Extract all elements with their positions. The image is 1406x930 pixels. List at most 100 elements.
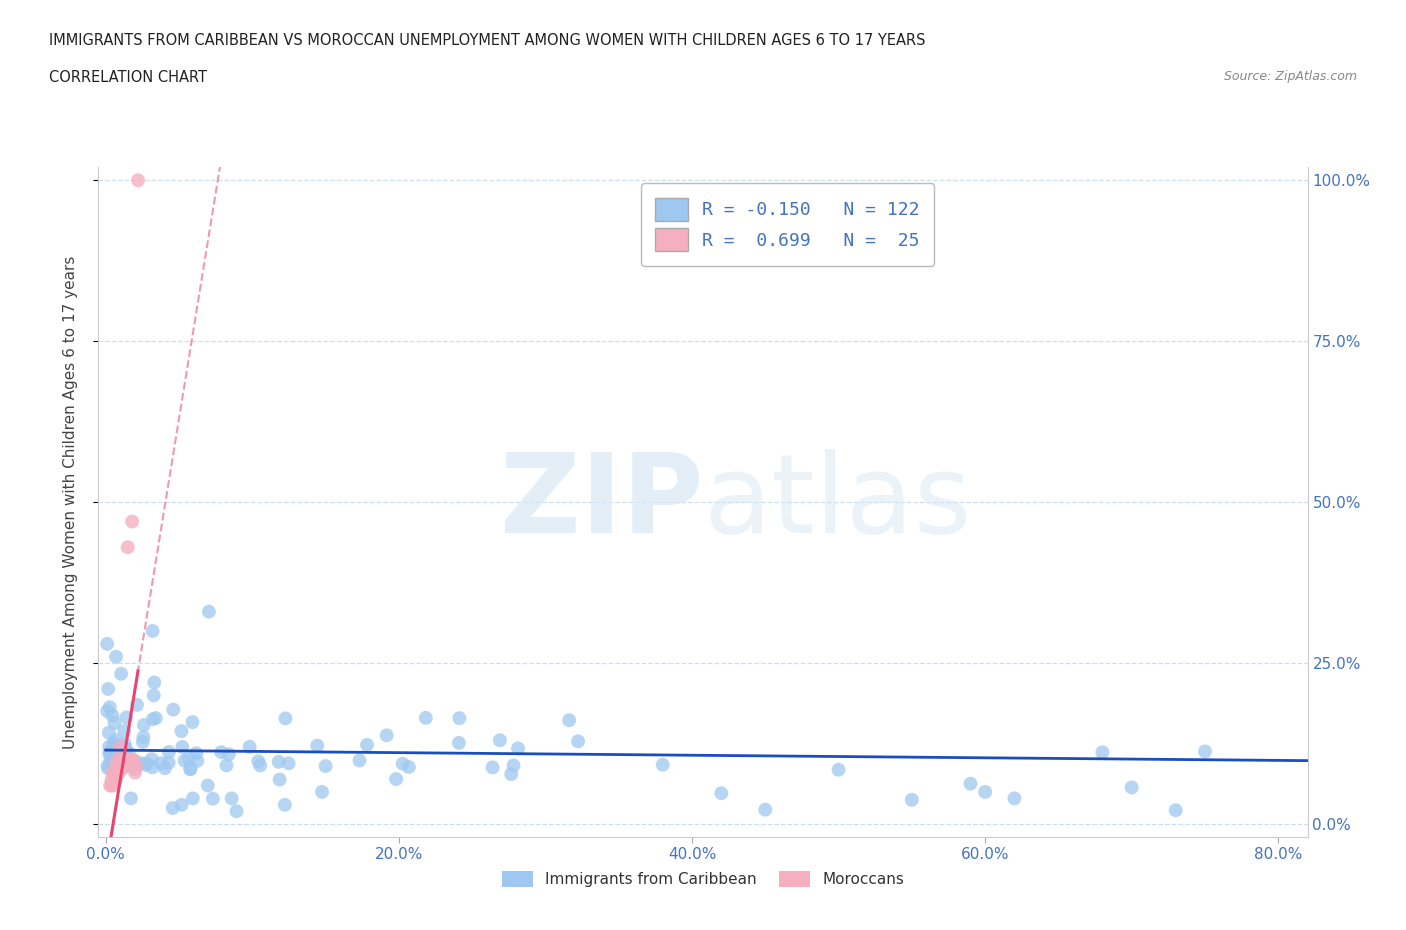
Point	[198, 604, 221, 619]
Point	[107, 765, 129, 780]
Point	[239, 739, 262, 754]
Point	[118, 752, 141, 767]
Point	[100, 753, 122, 768]
Point	[100, 778, 122, 793]
Point	[501, 766, 523, 781]
Point	[959, 777, 981, 791]
Point	[103, 756, 125, 771]
Point	[111, 759, 134, 774]
Point	[143, 675, 166, 690]
Point	[901, 792, 924, 807]
Point	[179, 762, 201, 777]
Y-axis label: Unemployment Among Women with Children Ages 6 to 17 years: Unemployment Among Women with Children A…	[63, 256, 77, 749]
Legend: Immigrants from Caribbean, Moroccans: Immigrants from Caribbean, Moroccans	[496, 865, 910, 893]
Point	[105, 733, 128, 748]
Point	[105, 649, 128, 664]
Point	[356, 737, 378, 752]
Point	[481, 760, 503, 775]
Point	[112, 724, 135, 738]
Point	[115, 752, 138, 767]
Point	[103, 736, 125, 751]
Point	[105, 772, 128, 787]
Point	[153, 761, 176, 776]
Point	[124, 762, 146, 777]
Point	[141, 760, 163, 775]
Point	[186, 753, 208, 768]
Point	[506, 741, 529, 756]
Point	[117, 745, 139, 760]
Point	[274, 711, 297, 725]
Point	[105, 759, 128, 774]
Point	[124, 765, 146, 780]
Point	[105, 759, 128, 774]
Text: CORRELATION CHART: CORRELATION CHART	[49, 70, 207, 85]
Point	[157, 745, 180, 760]
Point	[142, 711, 165, 726]
Point	[974, 785, 997, 800]
Point	[489, 733, 512, 748]
Point	[101, 756, 124, 771]
Point	[120, 790, 142, 805]
Point	[103, 716, 125, 731]
Text: atlas: atlas	[703, 448, 972, 556]
Point	[105, 750, 128, 764]
Point	[105, 757, 128, 772]
Point	[172, 739, 194, 754]
Point	[827, 763, 849, 777]
Point	[108, 765, 131, 780]
Point	[1194, 744, 1216, 759]
Point	[117, 756, 139, 771]
Point	[114, 737, 136, 751]
Point	[558, 712, 581, 727]
Point	[311, 785, 333, 800]
Point	[107, 759, 129, 774]
Point	[115, 710, 138, 724]
Point	[135, 758, 157, 773]
Point	[225, 804, 247, 818]
Point	[103, 772, 125, 787]
Point	[97, 725, 120, 740]
Point	[132, 735, 155, 750]
Point	[122, 752, 145, 767]
Point	[112, 741, 135, 756]
Text: ZIP: ZIP	[499, 448, 703, 556]
Point	[449, 711, 471, 725]
Point	[103, 739, 125, 754]
Point	[100, 746, 122, 761]
Point	[104, 755, 127, 770]
Point	[135, 756, 157, 771]
Point	[181, 714, 204, 729]
Point	[110, 739, 132, 754]
Point	[375, 728, 398, 743]
Point	[125, 759, 148, 774]
Point	[142, 688, 165, 703]
Point	[186, 746, 208, 761]
Point	[150, 756, 173, 771]
Point	[124, 754, 146, 769]
Point	[651, 757, 673, 772]
Point	[181, 790, 204, 805]
Point	[1121, 780, 1143, 795]
Point	[121, 514, 143, 529]
Point	[110, 666, 132, 681]
Point	[98, 747, 121, 762]
Point	[115, 742, 138, 757]
Point	[415, 711, 437, 725]
Point	[105, 746, 128, 761]
Point	[269, 772, 291, 787]
Point	[247, 754, 270, 769]
Point	[112, 746, 135, 761]
Point	[249, 758, 271, 773]
Point	[98, 744, 121, 759]
Point	[96, 704, 118, 719]
Text: IMMIGRANTS FROM CARIBBEAN VS MOROCCAN UNEMPLOYMENT AMONG WOMEN WITH CHILDREN AGE: IMMIGRANTS FROM CARIBBEAN VS MOROCCAN UN…	[49, 33, 925, 47]
Point	[96, 636, 118, 651]
Point	[101, 708, 124, 723]
Point	[117, 539, 139, 554]
Point	[111, 762, 134, 777]
Point	[502, 758, 524, 773]
Point	[111, 738, 134, 753]
Point	[101, 765, 124, 780]
Point	[197, 778, 219, 793]
Point	[267, 754, 290, 769]
